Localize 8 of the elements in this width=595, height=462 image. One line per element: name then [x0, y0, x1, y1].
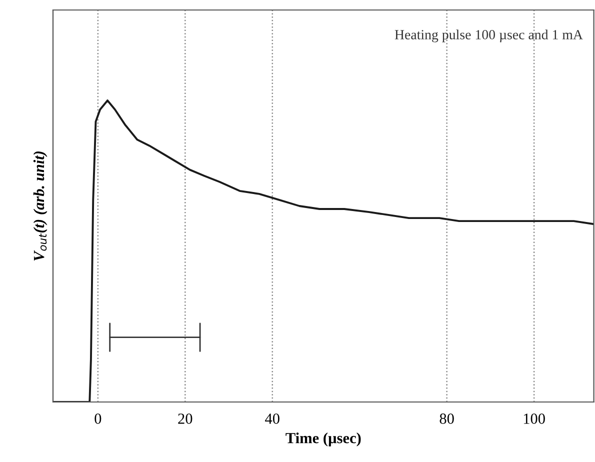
y-axis-title: V$_{out}$(t) (arb. unit)	[33, 151, 48, 261]
x-tick-label: 40	[265, 414, 280, 424]
x-tick-label: 0	[94, 414, 102, 424]
x-axis-title: Time (µsec)	[286, 432, 361, 446]
x-tick-label: 20	[178, 414, 192, 424]
text: Heating pulse 100 µsec and 1 mA	[394, 30, 583, 42]
x-tick-label: 80	[440, 414, 454, 424]
x-tick-label: 100	[524, 414, 545, 424]
